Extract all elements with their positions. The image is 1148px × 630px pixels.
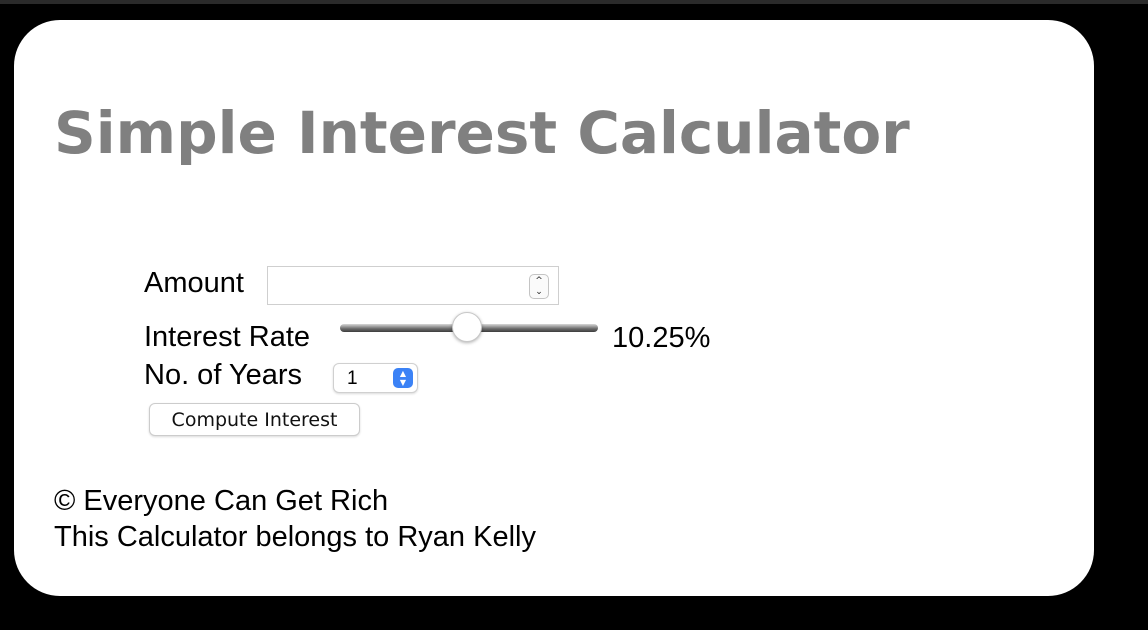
years-select[interactable]: 1 ▲ ▼	[333, 363, 418, 393]
amount-field[interactable]: ^ ⌄	[267, 266, 559, 305]
amount-input[interactable]	[272, 271, 526, 301]
interest-rate-label: Interest Rate	[144, 321, 311, 353]
page-title: Simple Interest Calculator	[54, 99, 910, 167]
select-chevron-icon[interactable]: ▲ ▼	[393, 368, 413, 388]
number-stepper-icon[interactable]: ^ ⌄	[529, 274, 549, 299]
years-selected-value: 1	[347, 368, 358, 389]
interest-rate-slider[interactable]	[340, 312, 598, 348]
calculator-card: Simple Interest Calculator Amount ^ ⌄ In…	[14, 20, 1094, 596]
footer-copyright: © Everyone Can Get Rich	[54, 485, 389, 517]
interest-rate-value: 10.25%	[612, 322, 711, 354]
window-top-bar	[0, 0, 1148, 4]
stepper-up-icon[interactable]: ^	[535, 276, 543, 286]
slider-thumb[interactable]	[452, 312, 482, 342]
stepper-down-icon[interactable]: ⌄	[535, 287, 543, 297]
footer-owner: This Calculator belongs to Ryan Kelly	[54, 521, 536, 553]
years-label: No. of Years	[144, 359, 302, 391]
amount-label: Amount	[144, 267, 244, 299]
compute-interest-button[interactable]: Compute Interest	[149, 403, 360, 436]
